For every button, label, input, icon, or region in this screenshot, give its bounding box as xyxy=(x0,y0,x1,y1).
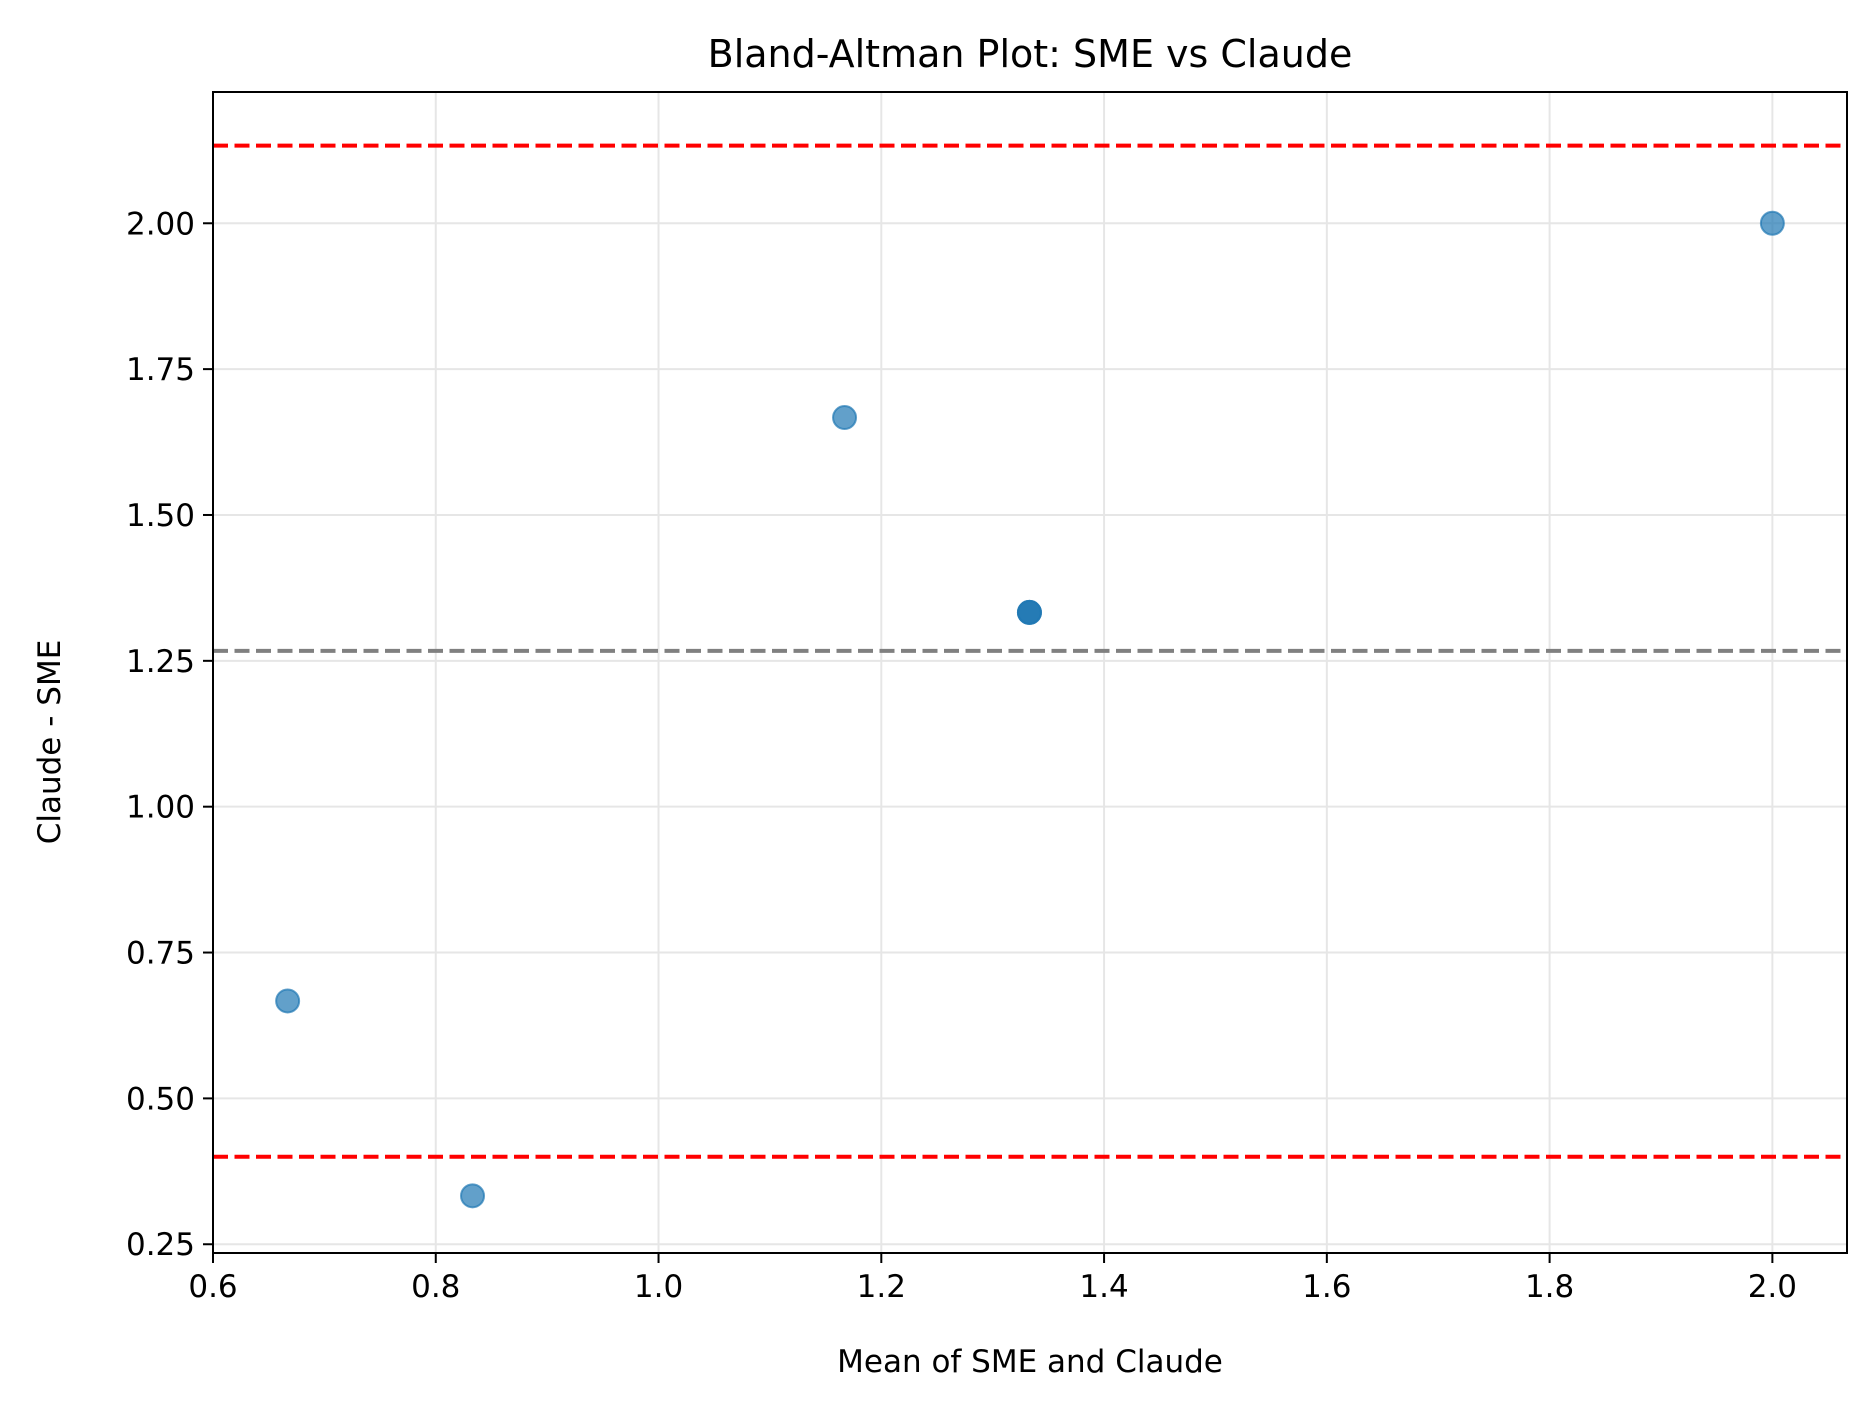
x-tick-label: 2.0 xyxy=(1748,1269,1797,1305)
x-tick-label: 1.2 xyxy=(857,1269,906,1305)
y-tick-label: 1.75 xyxy=(126,352,195,388)
y-tick-label: 1.25 xyxy=(126,644,195,680)
x-tick-label: 0.8 xyxy=(411,1269,460,1305)
y-tick-label: 0.50 xyxy=(126,1081,195,1117)
x-tick-label: 0.6 xyxy=(188,1269,237,1305)
x-tick-label: 1.0 xyxy=(634,1269,683,1305)
chart-title: Bland-Altman Plot: SME vs Claude xyxy=(708,32,1353,76)
x-tick-label: 1.6 xyxy=(1302,1269,1351,1305)
x-axis-label: Mean of SME and Claude xyxy=(837,1344,1223,1380)
x-tick-label: 1.4 xyxy=(1079,1269,1128,1305)
data-point xyxy=(275,988,301,1014)
x-tick-label: 1.8 xyxy=(1525,1269,1574,1305)
y-tick-label: 1.50 xyxy=(126,498,195,534)
y-tick-label: 0.25 xyxy=(126,1227,195,1263)
data-point xyxy=(832,405,858,431)
y-tick-label: 1.00 xyxy=(126,790,195,826)
grid xyxy=(212,92,1847,1253)
plot-frame xyxy=(212,91,1848,1254)
y-axis-label: Claude - SME xyxy=(32,640,68,845)
y-tick-label: 2.00 xyxy=(126,206,195,242)
data-point xyxy=(1016,599,1042,625)
y-axis-ticks: 0.25 0.50 0.75 1.00 1.25 1.50 1.75 2.00 xyxy=(126,206,213,1263)
x-axis-ticks: 0.6 0.8 1.0 1.2 1.4 1.6 1.8 2.0 xyxy=(188,1253,1797,1305)
reference-lines xyxy=(213,143,1847,1159)
data-point xyxy=(1759,210,1785,236)
data-points xyxy=(275,210,1785,1209)
y-tick-label: 0.75 xyxy=(126,936,195,972)
data-point xyxy=(460,1183,486,1209)
